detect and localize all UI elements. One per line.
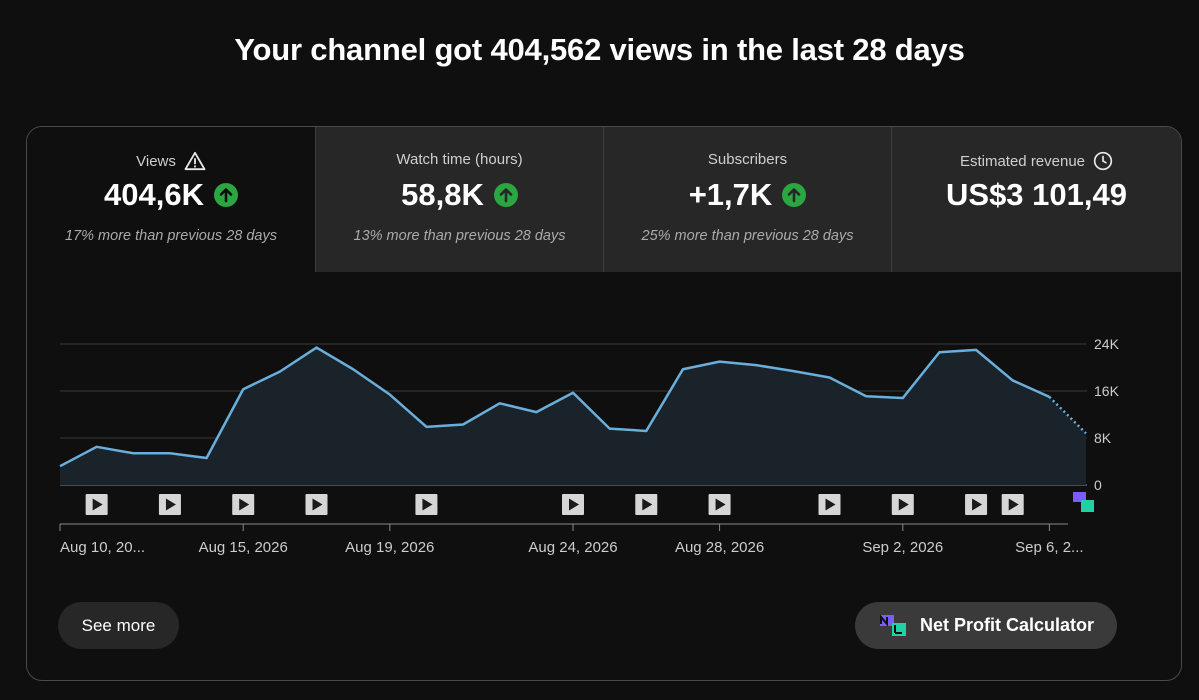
video-marker-icon[interactable] bbox=[305, 494, 328, 515]
data-point[interactable] bbox=[387, 392, 393, 398]
metric-tabs: Views 404,6K 17% more than previous 28 d… bbox=[27, 127, 1181, 272]
metric-label: Subscribers bbox=[707, 151, 788, 168]
tab-views[interactable]: Views 404,6K 17% more than previous 28 d… bbox=[27, 127, 315, 272]
metric-value: +1,7K bbox=[688, 177, 773, 212]
video-marker-icon[interactable] bbox=[85, 494, 108, 515]
data-point[interactable] bbox=[277, 369, 283, 375]
metric-label: Views bbox=[136, 152, 176, 170]
metric-label: Estimated revenue bbox=[959, 152, 1086, 170]
metric-comparison: 13% more than previous 28 days bbox=[353, 228, 566, 244]
x-tick-label: Aug 10, 20... bbox=[60, 539, 145, 556]
data-point[interactable] bbox=[57, 463, 63, 469]
projected-line bbox=[1048, 395, 1087, 435]
y-tick-label: 0 bbox=[1094, 477, 1102, 493]
data-point[interactable] bbox=[1046, 394, 1052, 400]
data-point[interactable] bbox=[1010, 377, 1016, 383]
metric-value: 58,8K bbox=[401, 177, 484, 212]
data-point[interactable] bbox=[790, 368, 796, 374]
data-point[interactable] bbox=[643, 428, 649, 434]
tab-subscribers[interactable]: Subscribers +1,7K 25% more than previous… bbox=[603, 127, 891, 272]
data-point[interactable] bbox=[900, 395, 906, 401]
y-tick-label: 16K bbox=[1094, 383, 1120, 399]
video-marker-icon[interactable] bbox=[708, 494, 731, 515]
tab-watch-time[interactable]: Watch time (hours) 58,8K 13% more than p… bbox=[315, 127, 603, 272]
data-point[interactable] bbox=[423, 424, 429, 430]
data-point[interactable] bbox=[570, 390, 576, 396]
video-marker-icon[interactable] bbox=[818, 494, 841, 515]
video-marker-icon[interactable] bbox=[891, 494, 914, 515]
net-profit-calculator-button[interactable]: Net Profit Calculator bbox=[855, 602, 1117, 649]
net-profit-label: Net Profit Calculator bbox=[919, 615, 1095, 635]
data-point[interactable] bbox=[607, 426, 613, 432]
data-point[interactable] bbox=[863, 393, 869, 399]
video-marker-icon[interactable] bbox=[635, 494, 658, 515]
metric-comparison: 17% more than previous 28 days bbox=[65, 228, 277, 244]
nexlev-marker-icon[interactable] bbox=[1073, 492, 1094, 512]
data-point[interactable] bbox=[240, 386, 246, 392]
series-line bbox=[59, 346, 1050, 468]
data-point[interactable] bbox=[1083, 430, 1089, 436]
data-point[interactable] bbox=[460, 421, 466, 427]
warning-icon[interactable] bbox=[184, 151, 206, 171]
video-marker-icon[interactable] bbox=[232, 494, 255, 515]
arrow-up-icon bbox=[493, 183, 518, 207]
data-point[interactable] bbox=[680, 366, 686, 372]
analytics-card: Views 404,6K 17% more than previous 28 d… bbox=[26, 126, 1182, 681]
data-point[interactable] bbox=[167, 450, 173, 456]
area-fill bbox=[60, 347, 1086, 485]
x-tick-label: Aug 28, 2026 bbox=[675, 539, 764, 556]
metric-comparison: 25% more than previous 28 days bbox=[641, 228, 854, 244]
y-tick-label: 8K bbox=[1094, 430, 1112, 446]
data-point[interactable] bbox=[350, 366, 356, 372]
data-point[interactable] bbox=[497, 400, 503, 406]
data-point[interactable] bbox=[533, 409, 539, 415]
arrow-up-icon bbox=[213, 183, 238, 207]
page-title: Your channel got 404,562 views in the la… bbox=[234, 32, 965, 67]
data-point[interactable] bbox=[717, 359, 723, 365]
data-point[interactable] bbox=[130, 450, 136, 456]
metric-value: 404,6K bbox=[104, 177, 204, 212]
video-marker-icon[interactable] bbox=[1001, 494, 1024, 515]
x-tick-label: Aug 19, 2026 bbox=[345, 539, 434, 556]
data-point[interactable] bbox=[94, 444, 100, 450]
data-point[interactable] bbox=[936, 349, 942, 355]
metric-value: US$3 101,49 bbox=[946, 177, 1127, 212]
see-more-button[interactable]: See more bbox=[58, 602, 179, 649]
x-tick-label: Sep 6, 2... bbox=[1015, 539, 1083, 556]
video-marker-icon[interactable] bbox=[415, 494, 438, 515]
video-marker-icon[interactable] bbox=[562, 494, 584, 515]
data-point[interactable] bbox=[204, 455, 210, 461]
x-tick-label: Aug 24, 2026 bbox=[528, 539, 617, 556]
data-point[interactable] bbox=[314, 345, 320, 351]
video-marker-icon[interactable] bbox=[158, 494, 181, 515]
data-point[interactable] bbox=[753, 362, 759, 368]
y-tick-label: 24K bbox=[1094, 336, 1120, 352]
views-line-chart: 24K 16K 8K 0 Aug 10, 20... Aug 15, 2026 Aug 19… bbox=[57, 336, 1120, 556]
video-marker-icon[interactable] bbox=[965, 494, 988, 515]
clock-icon[interactable] bbox=[1093, 151, 1113, 171]
metric-label: Watch time (hours) bbox=[396, 151, 523, 168]
data-point[interactable] bbox=[827, 374, 833, 380]
nexlev-logo-icon bbox=[879, 613, 906, 636]
arrow-up-icon bbox=[782, 183, 807, 207]
x-tick-label: Aug 15, 2026 bbox=[199, 539, 288, 556]
tab-estimated-revenue[interactable]: Estimated revenue US$3 101,49 bbox=[891, 127, 1181, 272]
x-tick-label: Sep 2, 2026 bbox=[862, 539, 943, 556]
data-point[interactable] bbox=[973, 347, 979, 353]
